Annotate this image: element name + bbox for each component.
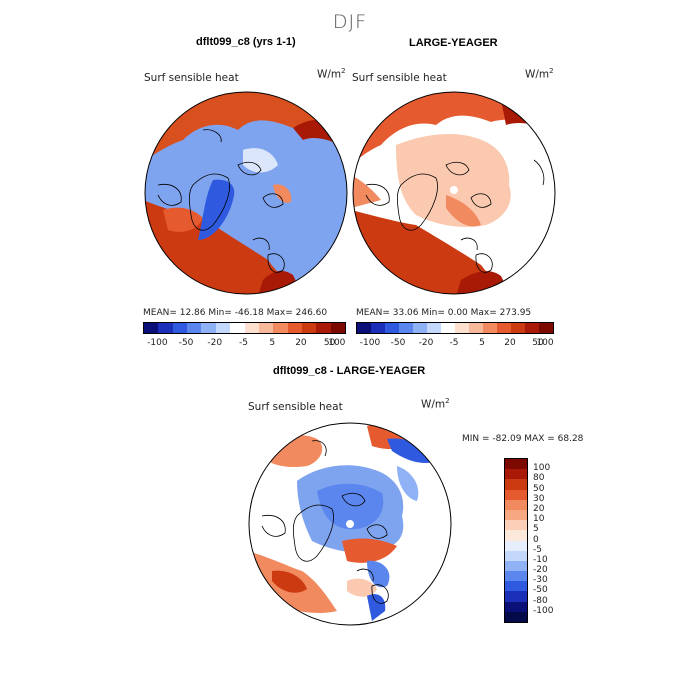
colorbar-swatch [539,323,553,333]
panel-3-colorbar-ticks: 100 80 50 30 20 10 5 0 -5 -10 -20 -30 -50 -80 -100 [533,458,573,621]
colorbar-swatch [273,323,288,333]
colorbar-tick-label: 10 [533,514,545,525]
colorbar-swatch [316,323,331,333]
colorbar-tick-label: 20 [504,338,516,348]
panel-3-title: dflt099_c8 - LARGE-YEAGER [273,365,426,377]
colorbar-swatch [172,323,188,333]
colorbar-swatch [455,323,469,333]
colorbar-swatch [427,323,441,333]
colorbar-swatch [505,509,527,521]
panel-1-units: W/m2 [317,67,346,81]
colorbar-tick-label: -20 [207,338,223,348]
colorbar-tick-label: -5 [533,544,542,555]
panel-3-variable: Surf sensible heat [248,401,343,413]
panel-2-colorbar-ticks: -100 -50 -20 -5 5 20 50 100 [356,338,554,350]
panel-1-colorbar-ticks: -100 -50 -20 -5 5 20 50 100 [143,338,346,350]
colorbar-tick-label: -10 [533,554,548,565]
colorbar-swatch [201,323,216,333]
colorbar-tick-label: 100 [533,463,551,474]
colorbar-swatch [505,581,527,592]
panel-1-map [144,91,348,295]
colorbar-tick-label: 30 [533,493,545,504]
colorbar-tick-label: 50 [323,338,336,348]
colorbar-swatch [187,323,202,333]
colorbar-tick-label: -50 [390,338,406,348]
colorbar-tick-label: 50 [532,338,544,348]
colorbar-tick-label: -100 [359,338,381,348]
colorbar-swatch [505,601,527,612]
panel-1-title: dflt099_c8 (yrs 1-1) [196,36,296,48]
panel-1-variable: Surf sensible heat [144,72,239,84]
colorbar-swatch [505,469,527,480]
colorbar-tick-label: -100 [147,338,168,348]
colorbar-swatch [371,323,385,333]
panel-1-colorbar [143,322,346,334]
colorbar-swatch [215,323,231,333]
colorbar-swatch [505,530,527,541]
colorbar-tick-label: 5 [533,524,539,535]
colorbar-tick-label: -100 [533,605,554,616]
colorbar-swatch [505,520,527,531]
colorbar-swatch [483,323,497,333]
colorbar-swatch [505,591,527,602]
colorbar-swatch [505,550,527,561]
colorbar-swatch [505,540,527,551]
colorbar-swatch [505,571,527,582]
colorbar-tick-label: -50 [533,585,548,596]
colorbar-swatch [441,323,455,333]
colorbar-tick-label: 5 [479,338,485,348]
panel-2-units: W/m2 [525,67,554,81]
colorbar-tick-label: 20 [533,503,545,514]
panel-3-map [248,422,452,626]
colorbar-swatch [244,323,259,333]
panel-3-units: W/m2 [421,397,450,411]
colorbar-swatch [287,323,302,333]
colorbar-swatch [144,323,159,333]
colorbar-tick-label: 100 [536,338,554,348]
colorbar-tick-label: 0 [533,534,539,545]
colorbar-tick-label: 20 [295,338,307,348]
panel-1-stats: MEAN= 12.86 Min= -46.18 Max= 246.60 [143,308,328,318]
panel-2-colorbar [356,322,554,334]
panel-2-title: LARGE-YEAGER [409,37,498,49]
colorbar-tick-label: 100 [328,338,346,348]
colorbar-tick-label: -50 [178,338,194,348]
colorbar-swatch [497,323,511,333]
colorbar-swatch [525,323,539,333]
colorbar-swatch [158,323,173,333]
panel-2-map [352,91,556,295]
colorbar-swatch [399,323,413,333]
colorbar-swatch [505,560,527,572]
colorbar-swatch [505,489,527,500]
colorbar-tick-label: 5 [269,338,276,348]
colorbar-tick-label: -30 [533,575,548,586]
colorbar-swatch [505,499,527,510]
colorbar-tick-label: -80 [533,595,548,606]
colorbar-swatch [505,611,527,622]
colorbar-swatch [301,323,317,333]
colorbar-swatch [258,323,274,333]
colorbar-tick-label: -5 [449,338,459,348]
panel-2-stats: MEAN= 33.06 Min= 0.00 Max= 273.95 [356,308,532,318]
colorbar-swatch [385,323,399,333]
colorbar-tick-label: -20 [533,565,548,576]
colorbar-swatch [469,323,483,333]
colorbar-tick-label: -5 [239,338,248,348]
colorbar-swatch [357,323,371,333]
colorbar-tick-label: 50 [533,483,545,494]
panel-3-colorbar [504,458,528,623]
colorbar-swatch [330,323,346,333]
colorbar-tick-label: -20 [418,338,434,348]
colorbar-swatch [505,479,527,490]
colorbar-swatch [505,459,527,470]
panel-3-stats: MIN = -82.09 MAX = 68.28 [462,434,584,444]
colorbar-swatch [511,323,525,333]
colorbar-tick-label: 80 [533,473,545,484]
figure-title: DJF [332,11,368,33]
colorbar-swatch [230,323,245,333]
panel-2-variable: Surf sensible heat [352,72,447,84]
colorbar-swatch [413,323,427,333]
